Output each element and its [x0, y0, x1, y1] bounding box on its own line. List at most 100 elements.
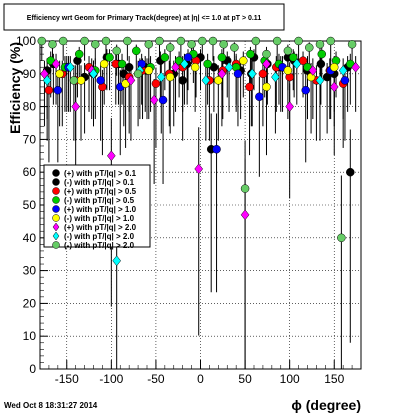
data-point	[71, 101, 80, 113]
legend-marker	[52, 214, 60, 222]
data-point	[183, 53, 193, 62]
data-point	[337, 233, 346, 243]
legend: (+) with pT/|q| > 0.1(-) with pT/|q| > 0…	[43, 164, 151, 250]
legend-label: (+) with pT/|q| > 1.0	[64, 205, 137, 214]
data-point	[80, 36, 89, 46]
data-point	[194, 163, 204, 175]
data-point	[180, 58, 189, 70]
data-point	[42, 74, 52, 86]
legend-marker	[52, 205, 60, 213]
data-point	[158, 95, 168, 105]
legend-label: (+) with pT/|q| > 0.5	[64, 187, 137, 196]
x-tick-label: -150	[55, 372, 79, 386]
x-tick-label: -100	[99, 372, 123, 386]
legend-label: (-) with pT/|q| > 1.0	[64, 214, 135, 223]
data-point	[48, 40, 57, 49]
data-point	[285, 101, 294, 113]
data-point	[144, 66, 154, 75]
x-tick-label: 0	[197, 372, 204, 386]
data-point	[198, 36, 207, 46]
data-point	[178, 76, 187, 85]
y-axis-label: Efficiency (%)	[7, 42, 23, 134]
data-point	[217, 53, 227, 62]
data-point	[240, 184, 250, 193]
data-point	[317, 49, 327, 59]
data-point	[262, 58, 271, 70]
data-point	[315, 40, 325, 49]
data-point	[76, 76, 86, 85]
data-point	[123, 36, 132, 46]
data-point	[251, 36, 261, 46]
title-box: Efficiency wrt Geom for Primary Track(de…	[3, 3, 285, 31]
data-point	[217, 68, 227, 80]
data-point	[126, 74, 136, 86]
x-axis-ticks: -150 -100 -50 0 50 100 150	[48, 360, 353, 386]
data-point	[37, 36, 47, 46]
legend-marker	[52, 196, 60, 204]
data-point	[247, 68, 257, 80]
data-point	[208, 36, 218, 46]
data-point	[240, 209, 250, 221]
data-point	[133, 69, 143, 79]
y-axis-ticks: 0 10 20 30 40 50 60 70 80 90 100	[16, 34, 48, 376]
data-point	[272, 36, 282, 46]
data-point	[201, 74, 211, 86]
data-point	[149, 94, 159, 106]
y-tick-label: 100	[16, 34, 36, 48]
data-point	[165, 72, 175, 82]
data-point	[298, 56, 308, 65]
y-tick-label: 70	[23, 132, 37, 146]
data-point	[214, 76, 223, 85]
data-point	[160, 53, 170, 62]
y-tick-label: 30	[23, 264, 37, 278]
data-point	[176, 36, 186, 46]
legend-label: (-) with pT/|q| > 0.5	[64, 196, 135, 205]
legend-marker	[52, 187, 60, 195]
data-point	[340, 76, 350, 85]
data-point	[156, 71, 166, 83]
data-point	[288, 53, 298, 62]
data-point	[117, 59, 127, 69]
legend-label: (-) with pT/|q| > 2.0	[64, 232, 135, 241]
data-point	[245, 82, 254, 92]
data-point	[271, 71, 280, 83]
data-point	[283, 46, 293, 56]
legend-label: (+) with pT/|q| > 2.0	[64, 223, 137, 232]
legend-marker	[52, 231, 60, 241]
data-point	[338, 65, 348, 76]
data-point	[187, 40, 196, 49]
data-point	[124, 62, 134, 72]
legend-frame	[43, 164, 151, 248]
legend-marker	[52, 222, 60, 232]
data-point	[316, 59, 326, 69]
x-tick-label: -50	[147, 372, 165, 386]
data-point	[58, 36, 68, 46]
data-point	[107, 150, 116, 162]
data-point	[230, 43, 239, 52]
x-tick-label: 50	[238, 372, 252, 386]
timestamp: Wed Oct 8 18:31:27 2014	[4, 401, 98, 410]
data-point	[51, 58, 61, 70]
data-point	[155, 36, 164, 46]
data-point	[255, 92, 264, 102]
data-point	[99, 59, 109, 69]
data-point	[112, 46, 121, 56]
data-point	[308, 65, 318, 76]
data-point	[351, 61, 360, 73]
data-point	[144, 40, 154, 49]
data-point	[224, 61, 234, 73]
data-point	[203, 59, 212, 69]
data-point	[292, 58, 302, 70]
y-tick-label: 10	[23, 329, 37, 343]
legend-marker	[52, 178, 60, 186]
data-point	[258, 69, 268, 79]
y-tick-label: 50	[23, 198, 37, 212]
data-point	[53, 85, 63, 95]
data-point	[74, 49, 84, 59]
data-point	[91, 40, 100, 49]
data-point	[326, 36, 335, 46]
y-tick-label: 20	[23, 296, 37, 310]
data-point	[112, 255, 122, 267]
x-tick-label: 100	[280, 372, 300, 386]
y-tick-label: 0	[29, 362, 36, 376]
